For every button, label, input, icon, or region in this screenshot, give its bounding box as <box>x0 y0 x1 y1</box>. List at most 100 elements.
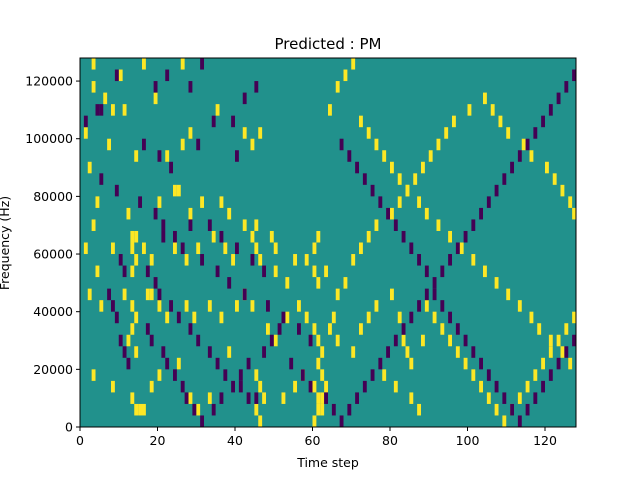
heatmap-cell-low <box>219 230 224 243</box>
heatmap-cell-high <box>548 346 553 358</box>
heatmap-cell-low <box>200 254 205 266</box>
heatmap-cell-low <box>157 150 162 162</box>
heatmap-cell-high <box>173 242 177 255</box>
heatmap-cell-high <box>320 369 325 381</box>
x-tick-label: 20 <box>150 433 166 448</box>
heatmap-cell-high <box>316 403 321 416</box>
heatmap-cell-high <box>122 288 127 301</box>
heatmap-cell-low <box>161 219 166 231</box>
heatmap-cell-low <box>149 334 154 347</box>
heatmap-cell-low <box>409 311 414 324</box>
heatmap-cell-high <box>83 242 88 255</box>
plot-area <box>79 57 577 428</box>
y-tick-label: 100000 <box>25 131 73 146</box>
heatmap-cell-high <box>444 127 449 139</box>
x-tick-label: 80 <box>382 433 398 448</box>
heatmap-cell-low <box>455 242 460 255</box>
heatmap-cell-low <box>153 277 158 289</box>
heatmap-cell-high <box>552 173 557 185</box>
heatmap-cell-low <box>180 242 185 255</box>
heatmap-cell-high <box>545 161 549 174</box>
heatmap-cell-high <box>320 403 325 416</box>
heatmap-cell-high <box>130 323 135 335</box>
heatmap-cell-low <box>153 81 158 93</box>
heatmap-cell-high <box>424 207 429 220</box>
heatmap-cell-high <box>285 277 290 289</box>
heatmap-cell-low <box>126 357 131 370</box>
heatmap-cell-high <box>188 392 193 404</box>
heatmap-cell-low <box>355 161 360 174</box>
heatmap-cell-high <box>560 184 565 197</box>
heatmap-cell-high <box>273 334 278 347</box>
heatmap-cell-high <box>266 323 270 335</box>
heatmap-cell-low <box>533 392 538 404</box>
heatmap-cell-high <box>254 242 259 255</box>
heatmap-cell-low <box>471 346 476 358</box>
heatmap-cell-high <box>130 265 135 278</box>
heatmap-cell-low <box>111 300 115 312</box>
heatmap-cell-high <box>486 392 491 404</box>
heatmap-cell-high <box>99 300 104 312</box>
heatmap-cell-high <box>517 392 522 404</box>
heatmap-cell-high <box>560 346 565 358</box>
heatmap-cell-low <box>200 58 205 70</box>
y-tick-label: 40000 <box>33 304 73 319</box>
heatmap-cell-high <box>231 254 236 266</box>
heatmap-cell-low <box>83 115 88 128</box>
heatmap-cell-high <box>250 300 255 312</box>
heatmap-cell-low <box>502 173 507 185</box>
heatmap-cell-low <box>118 254 123 266</box>
heatmap-cell-high <box>312 242 317 255</box>
heatmap-cell-low <box>262 265 267 278</box>
heatmap-cell-high <box>556 334 561 347</box>
heatmap-cell-high <box>304 311 309 324</box>
heatmap-cell-high <box>107 138 112 151</box>
heatmap-cell-high <box>335 81 340 93</box>
heatmap-cell-high <box>130 230 135 243</box>
x-tick-label: 60 <box>305 433 321 448</box>
heatmap-cell-low <box>246 392 251 404</box>
heatmap-cell-high <box>184 254 189 266</box>
heatmap-cell-high <box>390 207 394 220</box>
heatmap-cell-high <box>130 242 135 255</box>
heatmap-cell-high <box>366 127 371 139</box>
heatmap-cell-low <box>471 219 476 231</box>
heatmap-cell-low <box>211 115 216 128</box>
heatmap-cell-high <box>343 69 348 82</box>
heatmap-cell-high <box>134 346 139 358</box>
heatmap-cell-high <box>421 334 425 347</box>
heatmap-cell-high <box>541 357 546 370</box>
heatmap-cell-high <box>316 230 321 243</box>
heatmap-cell-low <box>145 265 150 278</box>
heatmap-cell-high <box>494 277 499 289</box>
heatmap-cell-high <box>320 346 325 358</box>
heatmap-cell-low <box>242 92 247 105</box>
heatmap-cell-high <box>219 311 224 324</box>
heatmap-cell-low <box>572 334 577 347</box>
plot-frame <box>79 57 577 428</box>
heatmap-cell-high <box>219 196 224 208</box>
heatmap-cell-high <box>452 115 456 128</box>
y-tick-label: 60000 <box>33 247 73 262</box>
heatmap-cell-low <box>339 138 344 151</box>
heatmap-cell-high <box>498 115 503 128</box>
heatmap-cell-high <box>242 219 247 231</box>
heatmap-cell-high <box>91 81 96 93</box>
heatmap-cell-high <box>134 311 139 324</box>
heatmap-cell-low <box>215 265 220 278</box>
heatmap-cell-low <box>378 196 383 208</box>
heatmap-cell-low <box>250 254 255 266</box>
heatmap-cell-high <box>312 415 317 427</box>
heatmap-cell-high <box>149 288 154 301</box>
heatmap-cell-high <box>258 127 263 139</box>
heatmap-cell-high <box>494 403 499 416</box>
heatmap-cell-low <box>417 300 422 312</box>
heatmap-cell-high <box>548 334 553 347</box>
heatmap-cell-high <box>390 161 394 174</box>
heatmap-cell-low <box>184 392 189 404</box>
heatmap-cell-high <box>529 150 534 162</box>
heatmap-cell-high <box>223 242 228 255</box>
heatmap-cell-low <box>556 92 561 105</box>
x-axis-label: Time step <box>296 455 359 470</box>
heatmap-cell-low <box>409 242 414 255</box>
